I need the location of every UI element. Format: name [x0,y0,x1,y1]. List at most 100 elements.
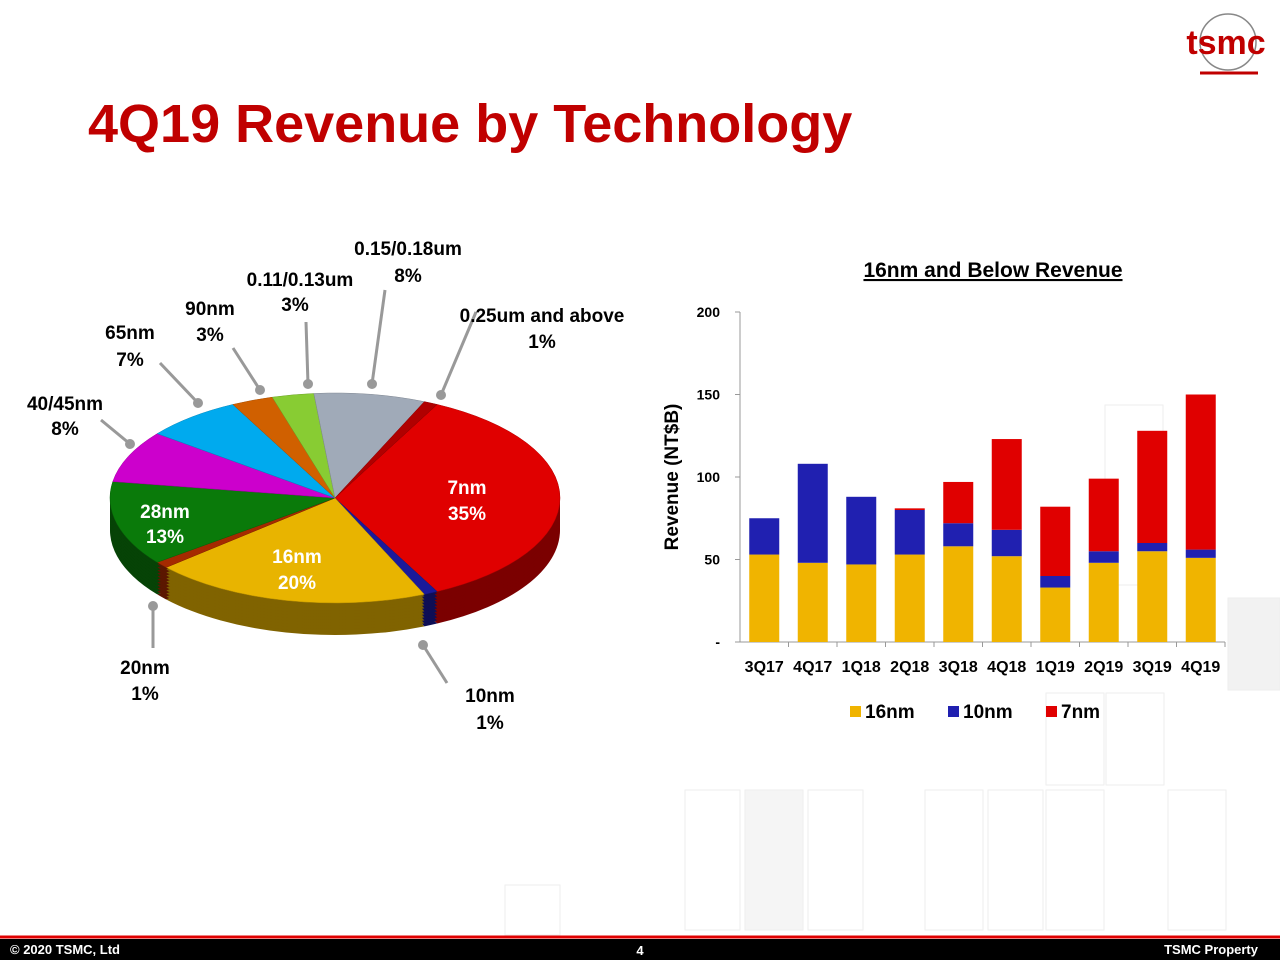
leader-line [439,311,478,396]
slice-label: 65nm [105,323,155,344]
slice-label: 10nm [465,686,515,707]
slice-label: 7nm [447,478,486,499]
legend-marker [850,706,861,717]
bar-segment [943,481,974,524]
legend-marker [1046,706,1057,717]
bar-segment [991,529,1022,557]
leader-dot [255,385,265,395]
leader-dot [367,379,377,389]
pie-slice [112,433,336,499]
logo: tsmc [1186,13,1266,75]
bar-segment [1088,478,1119,552]
slice-percent: 8% [394,266,422,287]
pie-slice [109,481,336,563]
leader-dot [148,601,158,611]
leader-line [421,644,449,684]
bar-segment [943,523,974,547]
legend-label: 16nm [865,702,915,723]
chart-title: 16nm and Below Revenue [863,259,1122,282]
x-tick-label: 4Q19 [1181,659,1220,676]
leader-line [370,289,387,385]
slice-label: 16nm [272,547,322,568]
pie-slice [165,497,425,604]
slice-label: 20nm [120,658,170,679]
leader-dot [303,379,313,389]
slice-label: 0.25um and above [460,306,625,327]
x-tick-label: 3Q18 [939,659,978,676]
bar-segment [943,546,974,642]
slice-label: 90nm [185,299,235,320]
copyright: © 2020 TSMC, Ltd [10,942,120,957]
y-axis-label: Revenue (NT$B) [662,404,683,551]
logo-text: tsmc [1186,24,1265,62]
bar-segment [1137,543,1168,552]
page-number: 4 [636,943,644,958]
legend-label: 10nm [963,702,1013,723]
bar-segment [1185,549,1216,558]
bar-segment [1040,506,1071,576]
bar-segment [991,439,1022,530]
y-tick-label: 50 [704,552,720,568]
bar-chart: 16nm and Below Revenue Revenue (NT$B) - 50 1… [662,259,1226,723]
bar-segment [797,463,828,563]
slice-label: 40/45nm [27,394,103,415]
legend-marker [948,706,959,717]
footer-property: TSMC Property [1164,942,1259,957]
slice-percent: 35% [448,504,486,525]
leader-line [158,361,200,405]
background-tiles [504,404,1280,936]
pie-slice [334,401,438,499]
x-tick-label: 1Q19 [1036,659,1075,676]
slice-percent: 8% [51,419,79,440]
y-tick-label: 150 [697,387,721,403]
pie-chart: 7nm 35% 10nm 1% 16nm 20% 20nm 1% 28nm 13% 40/45nm 8… [27,239,624,734]
x-tick-label: 2Q19 [1084,659,1123,676]
bar-segment [846,496,877,565]
legend-label: 7nm [1061,702,1100,723]
bar-segment [749,554,780,642]
leader-dot [125,439,135,449]
x-tick-label: 3Q19 [1133,659,1172,676]
y-tick-label: 200 [697,304,721,320]
bar-segment [894,554,925,642]
slide-title: 4Q19 Revenue by Technology [88,94,852,154]
leader-dot [436,390,446,400]
bar-segment [1088,551,1119,563]
slice-percent: 20% [278,573,316,594]
slice-label: 28nm [140,502,190,523]
slice-percent: 7% [116,350,144,371]
pie-slice [313,392,425,499]
bar-segment [1040,587,1071,642]
footer-bar [0,939,1280,960]
slice-percent: 1% [131,684,159,705]
y-tick-label: - [715,634,720,650]
x-tick-label: 2Q18 [890,659,929,676]
y-tick-label: 100 [697,469,721,485]
x-tick-label: 1Q18 [842,659,881,676]
slice-percent: 13% [146,527,184,548]
bar-segment [894,510,925,555]
bar-segment [1185,394,1216,550]
leader-line [304,321,310,385]
bar-segment [749,518,780,555]
bar-segment [797,562,828,642]
bar-segment [1137,430,1168,543]
slice-percent: 1% [476,713,504,734]
bar-segment [1088,562,1119,642]
leader-dot [418,640,428,650]
slice-percent: 3% [281,295,309,316]
bar-segment [1185,557,1216,642]
leader-line [231,347,262,391]
leader-dot [193,398,203,408]
bar-segment [894,508,925,510]
bar-segment [1137,551,1168,642]
x-tick-label: 4Q18 [987,659,1026,676]
bar-segment [1040,576,1071,588]
slice-label: 0.15/0.18um [354,239,462,260]
bar-segment [991,556,1022,642]
slice-percent: 3% [196,325,224,346]
slice-label: 0.11/0.13um [247,270,354,291]
slice-percent: 1% [528,332,556,353]
bar-segment [846,564,877,642]
